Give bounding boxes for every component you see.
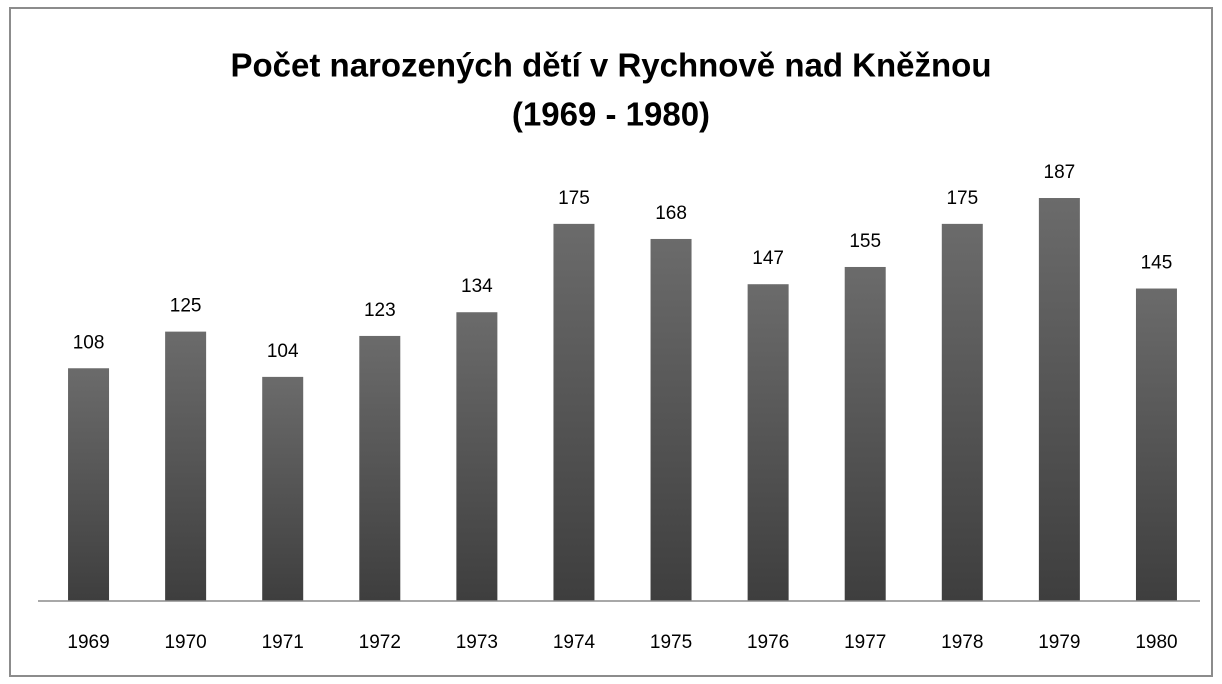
x-tick-label: 1974: [553, 632, 596, 653]
x-tick-label: 1970: [164, 632, 206, 653]
data-label: 123: [364, 300, 396, 321]
x-tick-label: 1978: [941, 632, 983, 653]
data-label: 134: [461, 276, 493, 297]
bar: [553, 223, 595, 601]
bar: [359, 335, 401, 601]
bar: [844, 266, 886, 601]
x-tick-label: 1977: [844, 632, 886, 653]
bar: [650, 238, 692, 601]
data-label: 104: [267, 341, 299, 362]
data-label: 125: [170, 296, 202, 317]
data-label: 187: [1044, 162, 1076, 183]
chart-title: (1969 - 1980): [512, 96, 710, 133]
data-label: 155: [849, 231, 881, 252]
data-label: 145: [1141, 253, 1173, 274]
data-label: 168: [655, 203, 687, 224]
chart-title: Počet narozených dětí v Rychnově nad Kně…: [231, 47, 992, 84]
bar: [941, 223, 983, 601]
bar: [165, 331, 207, 601]
bar: [747, 284, 789, 601]
bar: [1135, 288, 1177, 601]
x-tick-label: 1976: [747, 632, 789, 653]
data-label: 108: [73, 332, 105, 353]
data-label: 147: [752, 248, 784, 269]
data-label: 175: [946, 188, 978, 209]
x-tick-label: 1969: [67, 632, 109, 653]
bar: [456, 312, 498, 601]
x-tick-label: 1975: [650, 632, 692, 653]
x-tick-label: 1979: [1038, 632, 1080, 653]
chart-frame: [9, 7, 1213, 677]
bar: [262, 376, 304, 601]
bar: [68, 368, 110, 601]
x-tick-label: 1973: [456, 632, 498, 653]
bar: [1038, 198, 1080, 601]
x-tick-label: 1980: [1135, 632, 1177, 653]
data-label: 175: [558, 188, 590, 209]
x-tick-label: 1972: [359, 632, 401, 653]
x-tick-label: 1971: [262, 632, 304, 653]
